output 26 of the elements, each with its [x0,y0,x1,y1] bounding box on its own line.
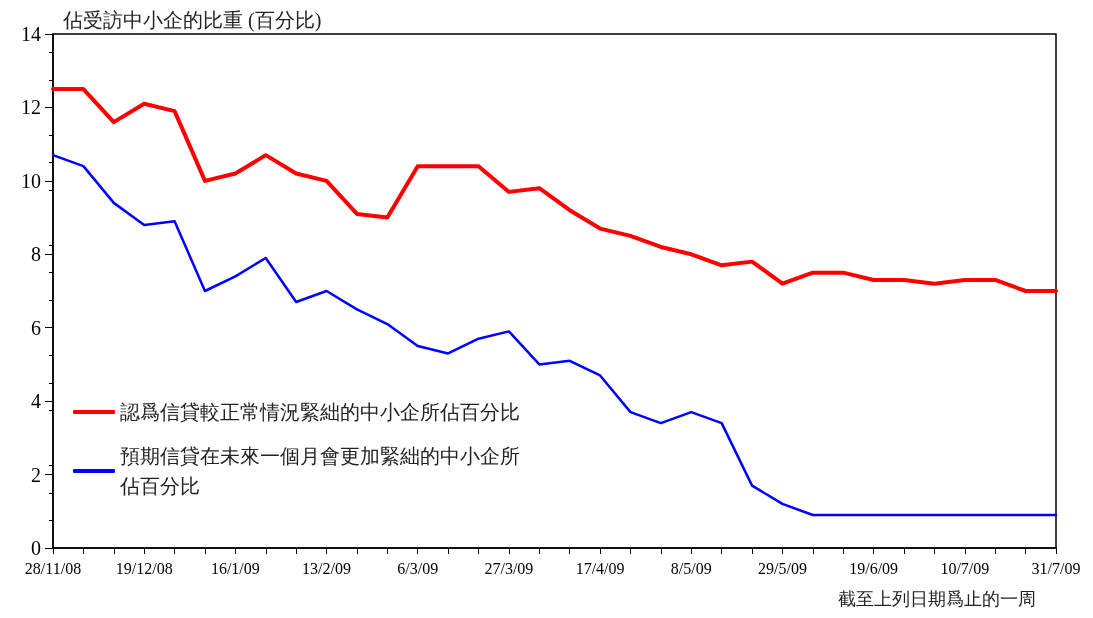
y-tick-label: 2 [31,463,41,486]
y-tick-label: 14 [21,23,41,45]
x-tick-label: 19/12/08 [115,559,173,577]
x-tick-label: 29/5/09 [758,559,807,577]
x-axis-title: 截至上列日期爲止的一周 [838,589,1036,609]
legend-label: 認爲信貸較正常情況緊絀的中小企所佔百分比 [120,401,520,423]
x-tick-label: 27/3/09 [484,559,534,577]
line-series [51,153,1058,517]
y-tick-label: 6 [31,316,41,339]
x-tick-label: 13/2/09 [302,559,351,577]
x-tick-label: 8/5/09 [670,559,712,577]
legend-label: 預期信貸在未來一個月會更加緊絀的中小企所佔百分比 [119,445,520,497]
x-tick-label: 6/3/09 [397,559,439,577]
x-tick-label: 31/7/09 [1031,559,1081,577]
x-tick-label: 10/7/09 [940,559,990,577]
y-tick-label: 12 [21,96,41,119]
x-tick-label: 28/11/08 [24,559,82,577]
y-tick-label: 4 [31,390,41,413]
x-tick-label: 17/4/09 [575,559,625,577]
line-series [51,87,1058,293]
y-tick-label: 10 [21,169,41,192]
y-axis-title: 佔受訪中小企的比重 (百分比) [62,9,322,32]
x-tick-label: 16/1/09 [210,559,260,577]
y-tick-label: 8 [31,243,41,266]
y-tick-label: 0 [31,537,41,559]
x-tick-label: 19/6/09 [849,559,899,577]
